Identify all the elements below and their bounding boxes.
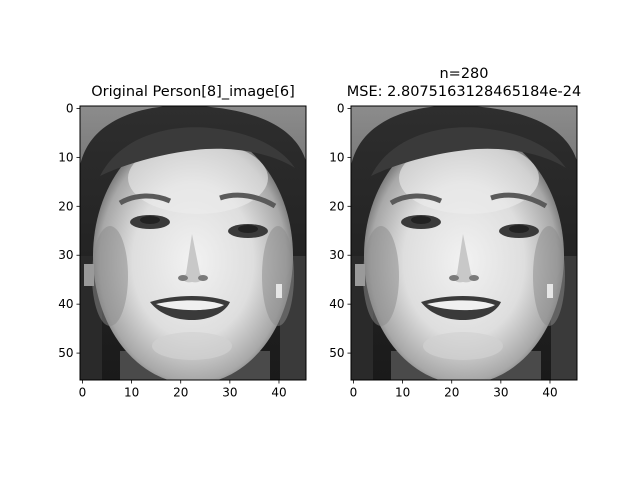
right-x-tick-label: 0 [350,386,358,400]
right-y-tick-label: 0 [337,101,345,115]
left-ticks: 0 10 20 30 40 0 10 20 30 40 50 [58,101,286,399]
left-y-tick-label: 0 [66,101,74,115]
left-y-tick-label: 40 [58,297,73,311]
right-y-tick-label: 40 [329,297,344,311]
right-x-tick-label: 10 [395,386,410,400]
left-x-tick-label: 40 [271,386,286,400]
left-x-tick-label: 20 [173,386,188,400]
left-x-tick-label: 10 [124,386,139,400]
right-subplot: n=280 MSE: 2.8075163128465184e-24 0 10 20 3… [329,66,581,400]
right-title-line1: n=280 [439,66,488,82]
right-x-tick-label: 40 [542,386,557,400]
left-title: Original Person[8]_image[6] [91,84,295,100]
right-y-tick-label: 50 [329,346,344,360]
left-x-tick-label: 0 [79,386,87,400]
left-image [80,105,306,384]
left-subplot: Original Person[8]_image[6] 0 10 20 30 40 0 10… [58,84,307,400]
right-x-tick-label: 30 [493,386,508,400]
left-y-tick-label: 20 [58,199,73,213]
right-y-tick-label: 20 [329,199,344,213]
right-x-tick-label: 20 [444,386,459,400]
right-y-tick-label: 10 [329,150,344,164]
left-y-tick-label: 30 [58,248,73,262]
right-y-tick-label: 30 [329,248,344,262]
left-x-tick-label: 30 [222,386,237,400]
left-axes-frame [79,105,307,381]
right-ticks: 0 10 20 30 40 0 10 20 30 40 50 [329,101,557,399]
left-y-tick-label: 50 [58,346,73,360]
right-title-line2: MSE: 2.8075163128465184e-24 [347,84,581,100]
left-y-tick-label: 10 [58,150,73,164]
right-axes-frame [350,105,578,381]
right-image [351,105,577,384]
